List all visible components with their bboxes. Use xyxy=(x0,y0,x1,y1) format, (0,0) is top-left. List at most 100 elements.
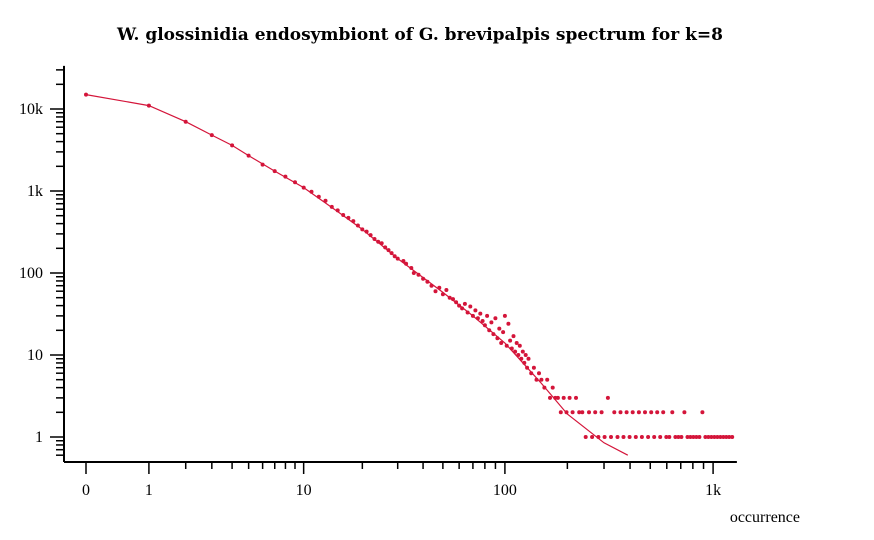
data-point xyxy=(473,308,478,313)
data-point xyxy=(670,410,675,415)
data-point xyxy=(493,316,498,321)
data-point xyxy=(615,435,620,439)
data-point xyxy=(580,410,585,415)
data-point xyxy=(478,311,483,316)
y-tick-label: 10 xyxy=(27,347,43,364)
data-point xyxy=(718,435,723,439)
data-point xyxy=(511,334,516,339)
chart-title: W. glossinidia endosymbiont of G. brevip… xyxy=(116,25,723,45)
data-point xyxy=(709,435,714,439)
data-point xyxy=(462,301,467,306)
data-point xyxy=(529,371,534,376)
data-point xyxy=(539,377,544,382)
data-point xyxy=(523,353,528,357)
data-point xyxy=(712,435,717,439)
data-point xyxy=(612,410,617,415)
data-point xyxy=(646,435,651,439)
data-point xyxy=(590,435,595,439)
data-point xyxy=(673,435,678,439)
axes: 0 1 10 100 1k 1 10 100 1k 10k xyxy=(19,65,737,499)
data-point xyxy=(548,395,552,400)
data-point xyxy=(550,385,555,390)
data-point xyxy=(508,338,513,343)
data-point xyxy=(624,410,629,415)
x-tick-label: 1 xyxy=(145,482,153,499)
data-point xyxy=(497,326,502,331)
data-point xyxy=(433,289,438,294)
x-tick-label: 10 xyxy=(296,482,312,499)
data-point xyxy=(526,356,531,361)
x-axis-label: occurrence xyxy=(730,509,800,526)
data-point xyxy=(652,435,657,439)
data-point xyxy=(706,435,711,439)
data-point xyxy=(627,435,632,439)
data-point xyxy=(621,435,626,439)
data-point xyxy=(502,313,507,318)
data-point xyxy=(587,410,591,415)
data-point xyxy=(618,410,623,415)
data-point xyxy=(630,410,635,415)
data-point xyxy=(567,395,572,400)
data-point xyxy=(514,341,519,345)
data-point xyxy=(574,395,578,400)
data-point xyxy=(558,410,563,415)
data-marks xyxy=(84,92,735,456)
data-point xyxy=(639,435,644,439)
data-point xyxy=(555,395,560,400)
data-point xyxy=(730,435,735,439)
data-point xyxy=(570,410,575,415)
data-point xyxy=(520,349,525,354)
data-point xyxy=(664,435,669,439)
data-point xyxy=(444,288,449,292)
x-tick-label: 0 xyxy=(82,482,90,499)
data-point xyxy=(658,435,663,439)
data-point xyxy=(561,395,566,400)
data-point xyxy=(489,320,494,325)
data-point xyxy=(468,304,473,309)
data-point xyxy=(691,435,696,439)
y-tick-label: 1k xyxy=(27,183,43,200)
data-point xyxy=(649,410,654,415)
data-point xyxy=(685,435,690,439)
data-point xyxy=(545,377,550,382)
data-point xyxy=(643,410,647,415)
y-tick-label: 100 xyxy=(19,265,43,282)
data-point xyxy=(602,435,607,439)
data-point xyxy=(676,435,681,439)
data-point xyxy=(724,435,729,439)
data-point xyxy=(499,341,504,345)
data-point xyxy=(633,435,638,439)
data-point xyxy=(506,321,511,326)
data-point xyxy=(694,435,699,439)
data-point xyxy=(531,365,536,370)
data-point xyxy=(599,410,604,415)
x-tick-label: 1k xyxy=(705,482,721,499)
data-point xyxy=(697,435,702,439)
data-point xyxy=(583,435,588,439)
data-point xyxy=(485,313,490,318)
fit-line xyxy=(85,94,629,456)
data-point xyxy=(577,410,582,415)
x-tick-label: 100 xyxy=(493,482,517,499)
data-point xyxy=(593,410,598,415)
data-point xyxy=(721,435,726,439)
data-point xyxy=(715,435,720,439)
data-point xyxy=(661,410,666,415)
data-point xyxy=(537,371,541,376)
data-point xyxy=(700,410,705,415)
data-point xyxy=(636,410,641,415)
y-tick-label: 10k xyxy=(19,101,43,118)
data-point xyxy=(703,435,708,439)
y-tick-label: 1 xyxy=(35,429,43,446)
data-point xyxy=(667,435,672,439)
data-point xyxy=(501,330,506,335)
data-point xyxy=(609,435,613,439)
data-point xyxy=(679,435,684,439)
data-point xyxy=(655,410,660,415)
data-point xyxy=(688,435,693,439)
data-point xyxy=(682,410,687,415)
data-point xyxy=(480,319,485,323)
data-point xyxy=(605,395,610,400)
data-point xyxy=(727,435,732,439)
